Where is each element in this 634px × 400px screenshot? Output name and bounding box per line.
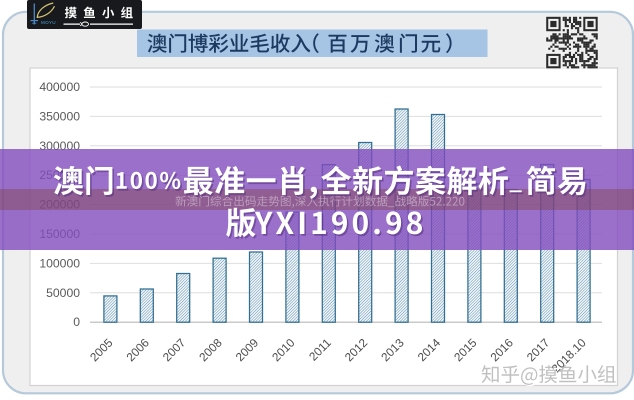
svg-text:100000: 100000 <box>39 256 80 270</box>
svg-text:0: 0 <box>73 315 80 329</box>
svg-text:50000: 50000 <box>46 286 80 300</box>
svg-text:400000: 400000 <box>39 80 80 94</box>
svg-text:MOYU: MOYU <box>41 20 56 25</box>
svg-text:350000: 350000 <box>39 109 80 123</box>
